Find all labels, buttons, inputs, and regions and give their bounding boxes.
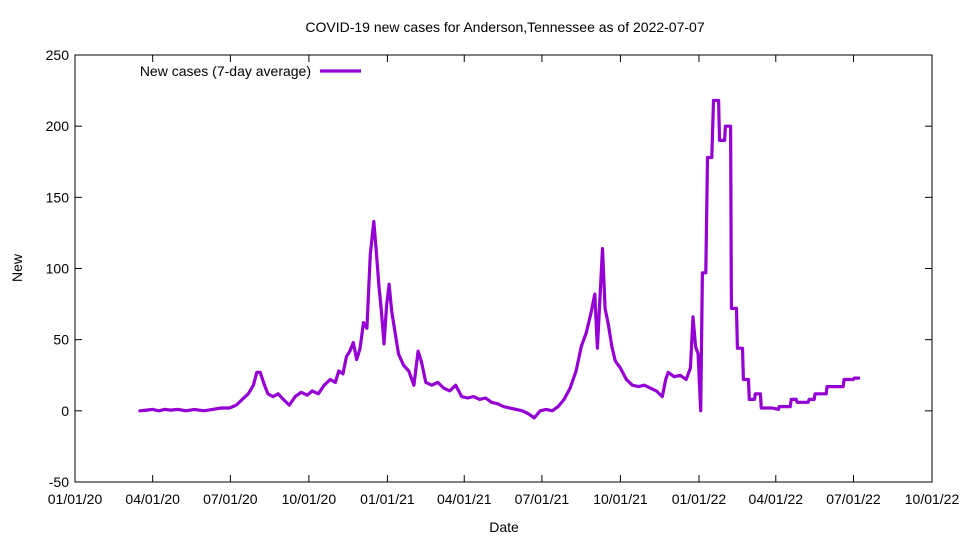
legend: New cases (7-day average): [140, 63, 361, 79]
x-tick-label: 04/01/21: [437, 491, 492, 507]
y-tick-label: 100: [46, 261, 70, 277]
y-tick-label: 250: [46, 47, 70, 63]
legend-label: New cases (7-day average): [140, 63, 311, 79]
plot-frame: [74, 54, 933, 483]
series-layer: [138, 98, 861, 420]
y-tick-label: -50: [49, 474, 69, 490]
x-tick-label: 04/01/22: [749, 491, 804, 507]
series-line: [138, 98, 861, 420]
x-tick-label: 07/01/20: [203, 491, 258, 507]
x-tick-label: 04/01/20: [125, 491, 180, 507]
y-tick-label: 50: [53, 332, 69, 348]
x-tick-label: 07/01/22: [826, 491, 881, 507]
y-tick-label: 150: [46, 189, 70, 205]
chart-title: COVID-19 new cases for Anderson,Tennesse…: [305, 19, 704, 35]
x-tick-label: 01/01/21: [360, 491, 415, 507]
x-tick-label: 01/01/22: [672, 491, 727, 507]
x-tick-label: 07/01/21: [515, 491, 570, 507]
y-tick-label: 200: [46, 118, 70, 134]
x-tick-label: 10/01/20: [282, 491, 337, 507]
y-axis: -50 0 50 100 150 200 250: [46, 47, 932, 490]
x-axis: 01/01/20 04/01/20 07/01/20 10/01/20 01/01/21…: [48, 55, 960, 507]
x-tick-label: 01/01/20: [48, 491, 103, 507]
x-tick-label: 10/01/21: [593, 491, 648, 507]
x-tick-label: 10/01/22: [905, 491, 960, 507]
x-axis-label: Date: [489, 519, 519, 535]
y-tick-label: 0: [61, 403, 69, 419]
y-axis-label: New: [9, 253, 25, 282]
